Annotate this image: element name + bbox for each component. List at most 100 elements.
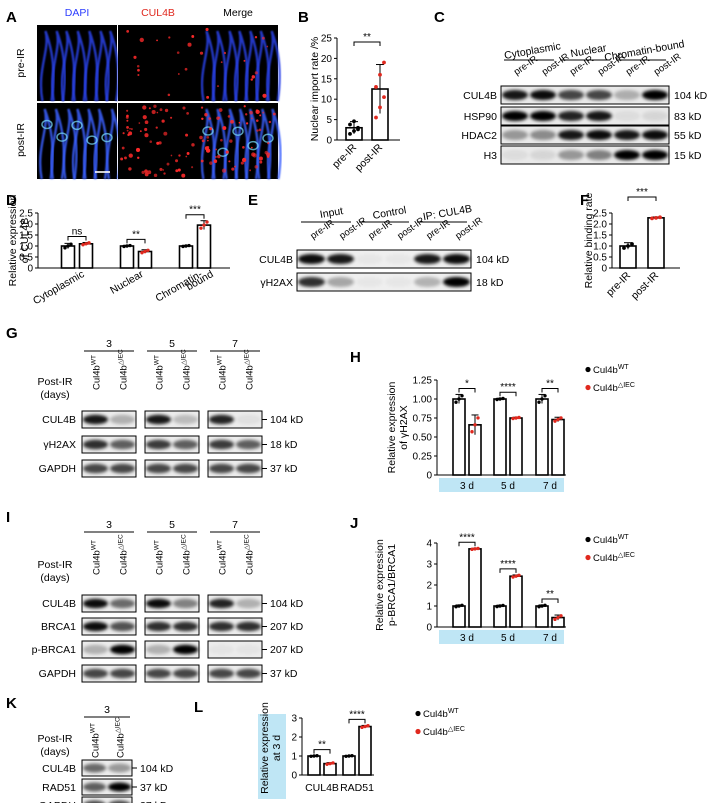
column-label-merge: Merge	[223, 7, 253, 19]
x-tick-label: CUL4B	[305, 782, 339, 794]
cul4b-signal-dot	[220, 138, 223, 142]
blot-band	[209, 439, 234, 450]
data-point	[470, 547, 474, 552]
cul4b-signal-dot	[255, 119, 259, 122]
x-tick-label: 7 d	[543, 481, 557, 492]
cul4b-signal-dot	[243, 105, 246, 108]
data-point	[374, 115, 378, 120]
data-point	[460, 394, 464, 398]
blot-band	[558, 149, 584, 161]
band-size: 37 kD	[270, 668, 298, 680]
panel-h: H 0 0.25 0.50 0.75 1.00 1.25 Relative expressi…	[350, 349, 635, 492]
cul4b-signal-dot	[162, 169, 165, 171]
lane-name: Cul4b	[119, 365, 130, 390]
cul4b-signal-dot	[259, 160, 263, 164]
blot-band	[83, 621, 108, 632]
blot-band	[146, 621, 171, 632]
blot-band	[173, 463, 198, 474]
cul4b-signal-dot	[262, 111, 265, 114]
data-point	[470, 430, 474, 434]
data-point	[476, 546, 480, 551]
blot-band	[83, 439, 108, 450]
crypt-outline	[232, 126, 244, 136]
significance-label: ****	[459, 532, 475, 543]
x-tick-label: post-IR	[353, 141, 386, 174]
data-point	[315, 754, 319, 758]
group-label: Control	[372, 204, 407, 222]
y-axis-label: Relative expression	[259, 702, 271, 794]
blot-band	[586, 129, 612, 141]
cul4b-signal-dot	[266, 45, 269, 48]
data-point	[511, 416, 515, 421]
legend-marker	[415, 710, 421, 717]
data-point	[537, 605, 541, 609]
data-point	[140, 251, 144, 255]
data-point	[460, 603, 464, 607]
bar	[137, 250, 153, 269]
panel-label-e: E	[248, 192, 258, 209]
legend-name: Cul4b	[593, 365, 618, 376]
data-point	[495, 604, 499, 609]
data-point	[630, 242, 634, 246]
y-axis-label: Relative binding rate	[583, 192, 595, 288]
blot-band	[502, 129, 528, 141]
blot-band	[83, 763, 106, 773]
bar	[493, 398, 507, 476]
lane-name: Cul4b	[182, 550, 193, 575]
significance-label: **	[132, 229, 140, 240]
data-point	[348, 131, 352, 136]
bar	[535, 605, 549, 628]
y-tick-label: 0	[601, 264, 607, 275]
band-size: 207 kD	[270, 621, 304, 633]
data-point	[181, 244, 185, 249]
cul4b-signal-dot	[256, 129, 259, 132]
cul4b-signal-dot	[264, 150, 269, 155]
lane-superscript: △IEC	[118, 534, 125, 550]
legend-marker	[585, 536, 591, 543]
data-point	[454, 400, 458, 404]
data-point	[84, 242, 88, 246]
blot-band	[173, 668, 198, 679]
lane-label: Cul4bWT	[217, 540, 229, 575]
cul4b-signal-dot	[261, 36, 265, 40]
crypt-outline	[56, 132, 68, 142]
micrograph-tile	[118, 103, 198, 179]
lane-superscript: WT	[154, 355, 161, 365]
legend-entry: Cul4b△IEC	[593, 382, 635, 394]
bar	[647, 217, 665, 269]
cul4b-signal-dot	[228, 160, 231, 163]
band-name: RAD51	[42, 782, 76, 794]
blot-band	[327, 253, 354, 265]
significance-bracket	[541, 598, 559, 603]
data-point	[146, 248, 150, 252]
y-tick-label: 1.5	[19, 231, 33, 242]
villus-outline	[82, 108, 98, 180]
panel-label-h: H	[350, 349, 361, 366]
crypt-outline	[101, 132, 113, 143]
cul4b-signal-dot	[250, 146, 253, 149]
panel-a: A DAPI CUL4B Merge pre-IR post-IR	[6, 7, 282, 180]
data-point	[476, 416, 480, 420]
significance-label: ***	[636, 187, 648, 198]
cul4b-signal-dot	[124, 156, 127, 160]
cul4b-signal-dot	[216, 85, 220, 88]
data-point	[517, 573, 521, 577]
cul4b-signal-dot	[204, 113, 208, 117]
band-name: CUL4B	[42, 598, 76, 610]
data-point	[543, 394, 547, 398]
band-name: GAPDH	[39, 800, 76, 803]
bar	[119, 245, 135, 269]
day-label: 3	[106, 519, 112, 531]
band-name: HDAC2	[461, 130, 497, 142]
legend-marker	[585, 554, 591, 561]
cul4b-signal-dot	[151, 109, 156, 115]
legend-entry: Cul4bWT	[593, 364, 629, 376]
legend-entry: Cul4b△IEC	[593, 552, 635, 564]
cul4b-signal-dot	[249, 110, 253, 115]
lane-name: Cul4b	[91, 733, 102, 758]
y-tick-label: 0.75	[413, 414, 433, 425]
blot-band	[530, 129, 556, 141]
data-point	[143, 249, 147, 254]
